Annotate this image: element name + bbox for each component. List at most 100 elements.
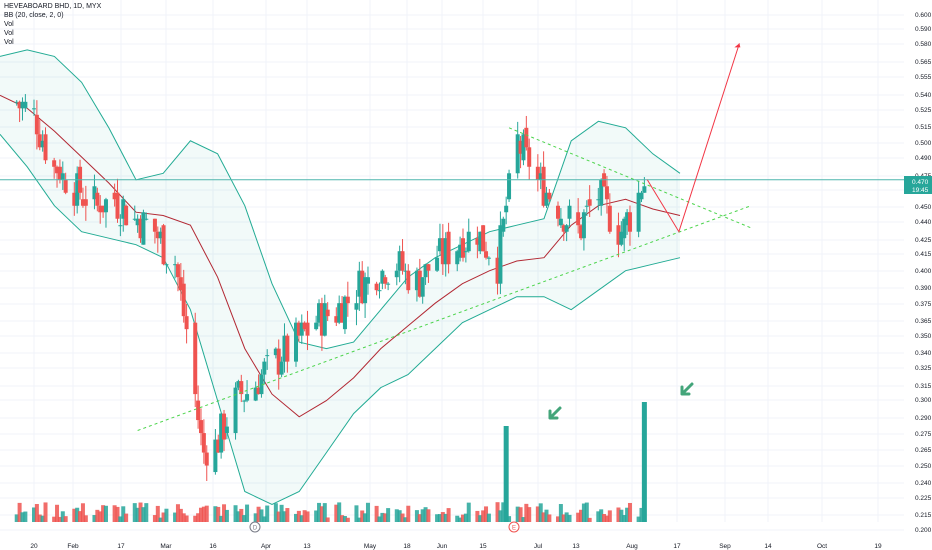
time-tick-label: 20 — [30, 543, 38, 550]
volume-bar — [219, 515, 224, 522]
volume-bar — [32, 507, 36, 522]
candle-body — [463, 251, 468, 253]
bb-upper-band — [0, 49, 681, 350]
time-tick-label: Feb — [67, 543, 79, 550]
candle-body — [178, 277, 183, 291]
candle-body — [55, 166, 60, 174]
price-tick-label: 0.440 — [915, 219, 932, 226]
volume-bar — [636, 516, 641, 522]
volume-bar — [581, 503, 586, 522]
volume-bar — [245, 504, 250, 522]
volume-bar — [305, 511, 310, 522]
volume-bar — [383, 513, 388, 522]
volume-bar — [239, 508, 244, 522]
volume-bar — [538, 503, 543, 522]
candle-body — [527, 147, 532, 167]
candle-body — [498, 225, 503, 284]
candle-body — [443, 238, 448, 265]
candle-body — [581, 212, 586, 239]
candle-body — [132, 218, 137, 220]
candle-body — [302, 322, 307, 330]
volume-bar — [625, 507, 630, 522]
volume-bar — [604, 515, 609, 522]
time-tick-label: 13 — [303, 543, 311, 550]
price-tick-label: 0.325 — [915, 365, 932, 372]
volume-bar — [78, 511, 83, 522]
candle-body — [386, 283, 391, 285]
candle-body — [83, 199, 88, 206]
volume-bar — [547, 514, 552, 522]
volume-bar — [458, 517, 463, 522]
volume-bar — [101, 505, 106, 522]
candle-body — [627, 212, 632, 232]
candle-body — [414, 270, 419, 291]
volume-bar — [52, 516, 57, 522]
volume-bar — [112, 505, 117, 522]
candle-body — [219, 413, 224, 453]
volume-bar — [518, 507, 523, 522]
volume-bar — [524, 503, 529, 522]
volume-bar — [132, 503, 137, 522]
candle-body — [63, 179, 68, 193]
volume-bar — [222, 504, 227, 522]
volume-bar — [121, 506, 126, 522]
volume-bar — [607, 510, 612, 522]
volume-bar — [495, 502, 500, 522]
volume-bar — [161, 512, 166, 522]
volume-bar — [363, 513, 368, 522]
volume-indicator-label[interactable]: Vol — [4, 39, 14, 46]
candle-body — [52, 160, 57, 167]
volume-bar — [322, 503, 327, 522]
candle-body — [556, 205, 560, 219]
volume-bar — [253, 513, 258, 522]
candle-body — [501, 218, 506, 232]
price-tick-label: 0.250 — [915, 463, 932, 470]
candle-body — [596, 199, 601, 201]
volume-bar — [20, 512, 25, 522]
volume-bar — [224, 509, 229, 522]
candle-body — [98, 205, 103, 213]
volume-bar — [34, 504, 39, 522]
candle-body — [607, 205, 612, 232]
volume-bar — [285, 508, 290, 522]
candle-body — [403, 270, 408, 272]
volume-bar — [420, 509, 425, 522]
volume-bar — [622, 515, 627, 522]
bb-lower-band — [0, 133, 681, 506]
volume-bar — [37, 514, 42, 522]
candle-body — [294, 322, 298, 362]
candle-body — [486, 257, 491, 259]
candle-body — [363, 277, 368, 304]
volume-bar — [282, 511, 287, 522]
candle-body — [616, 225, 621, 245]
symbol-title[interactable]: HEVEABOARD BHD, 1D, MYX — [4, 3, 102, 10]
volume-bar — [544, 509, 549, 522]
volume-bar — [98, 511, 103, 522]
volume-bar — [443, 513, 448, 522]
bb-indicator-label[interactable]: BB (20, close, 2, 0) — [4, 12, 64, 19]
volume-indicator-label[interactable]: Vol — [4, 21, 14, 28]
candle-body — [152, 218, 157, 232]
volume-bar — [164, 508, 169, 522]
volume-indicator-label[interactable]: Vol — [4, 30, 14, 37]
volume-bar — [319, 506, 324, 522]
candle-body — [317, 303, 322, 323]
candle-body — [423, 264, 428, 278]
candle-body — [158, 231, 163, 239]
volume-bar — [302, 510, 307, 522]
time-tick-label: 17 — [673, 543, 681, 550]
volume-bar — [357, 517, 362, 522]
price-tick-label: 0.425 — [915, 237, 932, 244]
candle-body — [75, 173, 80, 206]
volume-bar — [43, 502, 48, 522]
volume-bar — [173, 512, 178, 522]
candle-body — [305, 322, 310, 336]
price-tick-label: 0.315 — [915, 383, 932, 390]
candle-body — [639, 192, 644, 200]
candle-body — [37, 134, 42, 148]
candle-body — [265, 355, 270, 357]
candle-body — [282, 335, 287, 362]
volume-bar — [403, 517, 408, 522]
